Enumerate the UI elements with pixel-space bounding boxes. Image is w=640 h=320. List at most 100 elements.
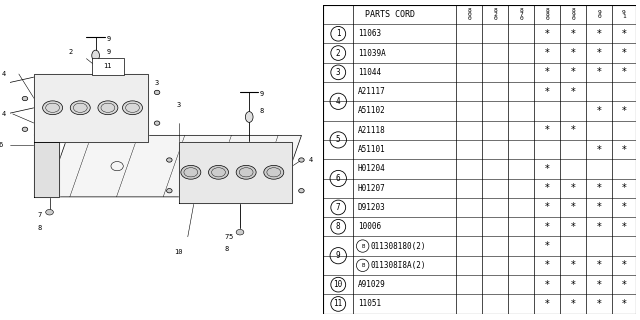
- Ellipse shape: [166, 158, 172, 162]
- Text: *: *: [596, 29, 602, 39]
- FancyBboxPatch shape: [92, 58, 124, 75]
- Text: 9: 9: [260, 91, 264, 97]
- Text: *: *: [571, 183, 575, 193]
- Text: 9: 9: [336, 251, 340, 260]
- Ellipse shape: [3, 81, 10, 85]
- Ellipse shape: [264, 165, 284, 179]
- Text: 3: 3: [177, 102, 180, 108]
- Text: 11051: 11051: [358, 300, 381, 308]
- Text: PARTS CORD: PARTS CORD: [365, 10, 415, 19]
- Text: *: *: [571, 299, 575, 309]
- Text: 7: 7: [336, 203, 340, 212]
- Text: 4: 4: [308, 157, 313, 163]
- Text: 4: 4: [1, 71, 6, 77]
- Text: A51101: A51101: [358, 145, 386, 154]
- Text: *: *: [545, 87, 550, 97]
- Text: *: *: [596, 280, 602, 290]
- Text: 4: 4: [1, 111, 6, 117]
- Text: 8: 8: [225, 246, 229, 252]
- Text: *: *: [545, 48, 550, 58]
- Text: *: *: [596, 48, 602, 58]
- Text: A91029: A91029: [358, 280, 386, 289]
- Text: 3: 3: [155, 80, 159, 86]
- Text: *: *: [621, 183, 626, 193]
- Text: 8
7
0: 8 7 0: [519, 8, 523, 21]
- Text: 7: 7: [37, 212, 42, 218]
- Text: 8
0
0: 8 0 0: [467, 8, 471, 21]
- Text: *: *: [596, 203, 602, 212]
- Text: 11: 11: [333, 300, 343, 308]
- Text: 011308180(2): 011308180(2): [371, 242, 426, 251]
- Text: B: B: [361, 263, 364, 268]
- Text: 8: 8: [336, 222, 340, 231]
- Text: *: *: [621, 145, 626, 155]
- Text: 9
1: 9 1: [622, 10, 626, 19]
- Text: *: *: [571, 29, 575, 39]
- Ellipse shape: [43, 101, 63, 115]
- Text: *: *: [545, 203, 550, 212]
- Text: *: *: [571, 87, 575, 97]
- Ellipse shape: [236, 229, 244, 235]
- Text: 11063: 11063: [358, 29, 381, 38]
- Ellipse shape: [45, 210, 53, 215]
- Text: *: *: [621, 299, 626, 309]
- Text: 11044: 11044: [358, 68, 381, 77]
- Ellipse shape: [236, 165, 256, 179]
- Text: 11: 11: [104, 63, 112, 69]
- Text: *: *: [545, 29, 550, 39]
- Ellipse shape: [154, 121, 160, 125]
- Text: *: *: [571, 48, 575, 58]
- Text: H01204: H01204: [358, 164, 386, 173]
- Text: *: *: [596, 106, 602, 116]
- Text: *: *: [596, 260, 602, 270]
- Polygon shape: [34, 141, 59, 197]
- Text: 8
9
0: 8 9 0: [572, 8, 575, 21]
- Ellipse shape: [209, 165, 228, 179]
- Text: *: *: [545, 222, 550, 232]
- Text: *: *: [545, 241, 550, 251]
- Ellipse shape: [154, 90, 160, 95]
- Text: 10: 10: [333, 280, 343, 289]
- Text: *: *: [571, 125, 575, 135]
- Ellipse shape: [3, 112, 10, 116]
- Text: *: *: [571, 203, 575, 212]
- Text: D91203: D91203: [358, 203, 386, 212]
- Text: *: *: [571, 260, 575, 270]
- Text: *: *: [621, 29, 626, 39]
- Text: *: *: [596, 183, 602, 193]
- Text: H01207: H01207: [358, 184, 386, 193]
- Text: 8: 8: [260, 108, 264, 114]
- Text: 10006: 10006: [358, 222, 381, 231]
- Text: *: *: [571, 222, 575, 232]
- Ellipse shape: [122, 101, 143, 115]
- Polygon shape: [179, 141, 292, 203]
- Text: 2: 2: [69, 50, 73, 55]
- Text: *: *: [545, 299, 550, 309]
- Text: *: *: [545, 67, 550, 77]
- Text: *: *: [596, 299, 602, 309]
- Text: B: B: [361, 244, 364, 249]
- Ellipse shape: [70, 101, 90, 115]
- Text: *: *: [621, 222, 626, 232]
- Text: 9: 9: [106, 50, 111, 55]
- Ellipse shape: [22, 127, 28, 132]
- Text: 4: 4: [336, 97, 340, 106]
- Text: 8
2
0: 8 2 0: [493, 8, 497, 21]
- Text: A21118: A21118: [358, 126, 386, 135]
- Ellipse shape: [181, 165, 201, 179]
- Ellipse shape: [245, 112, 253, 122]
- Text: 2: 2: [336, 49, 340, 58]
- Ellipse shape: [92, 50, 99, 61]
- Text: *: *: [545, 280, 550, 290]
- Text: 11039A: 11039A: [358, 49, 386, 58]
- Ellipse shape: [166, 188, 172, 193]
- Text: *: *: [621, 203, 626, 212]
- Text: *: *: [571, 280, 575, 290]
- Ellipse shape: [299, 188, 304, 193]
- Text: 3: 3: [336, 68, 340, 77]
- Text: *: *: [621, 67, 626, 77]
- Polygon shape: [34, 74, 148, 141]
- Polygon shape: [47, 135, 301, 197]
- Text: 6: 6: [0, 142, 3, 148]
- Text: 6: 6: [336, 174, 340, 183]
